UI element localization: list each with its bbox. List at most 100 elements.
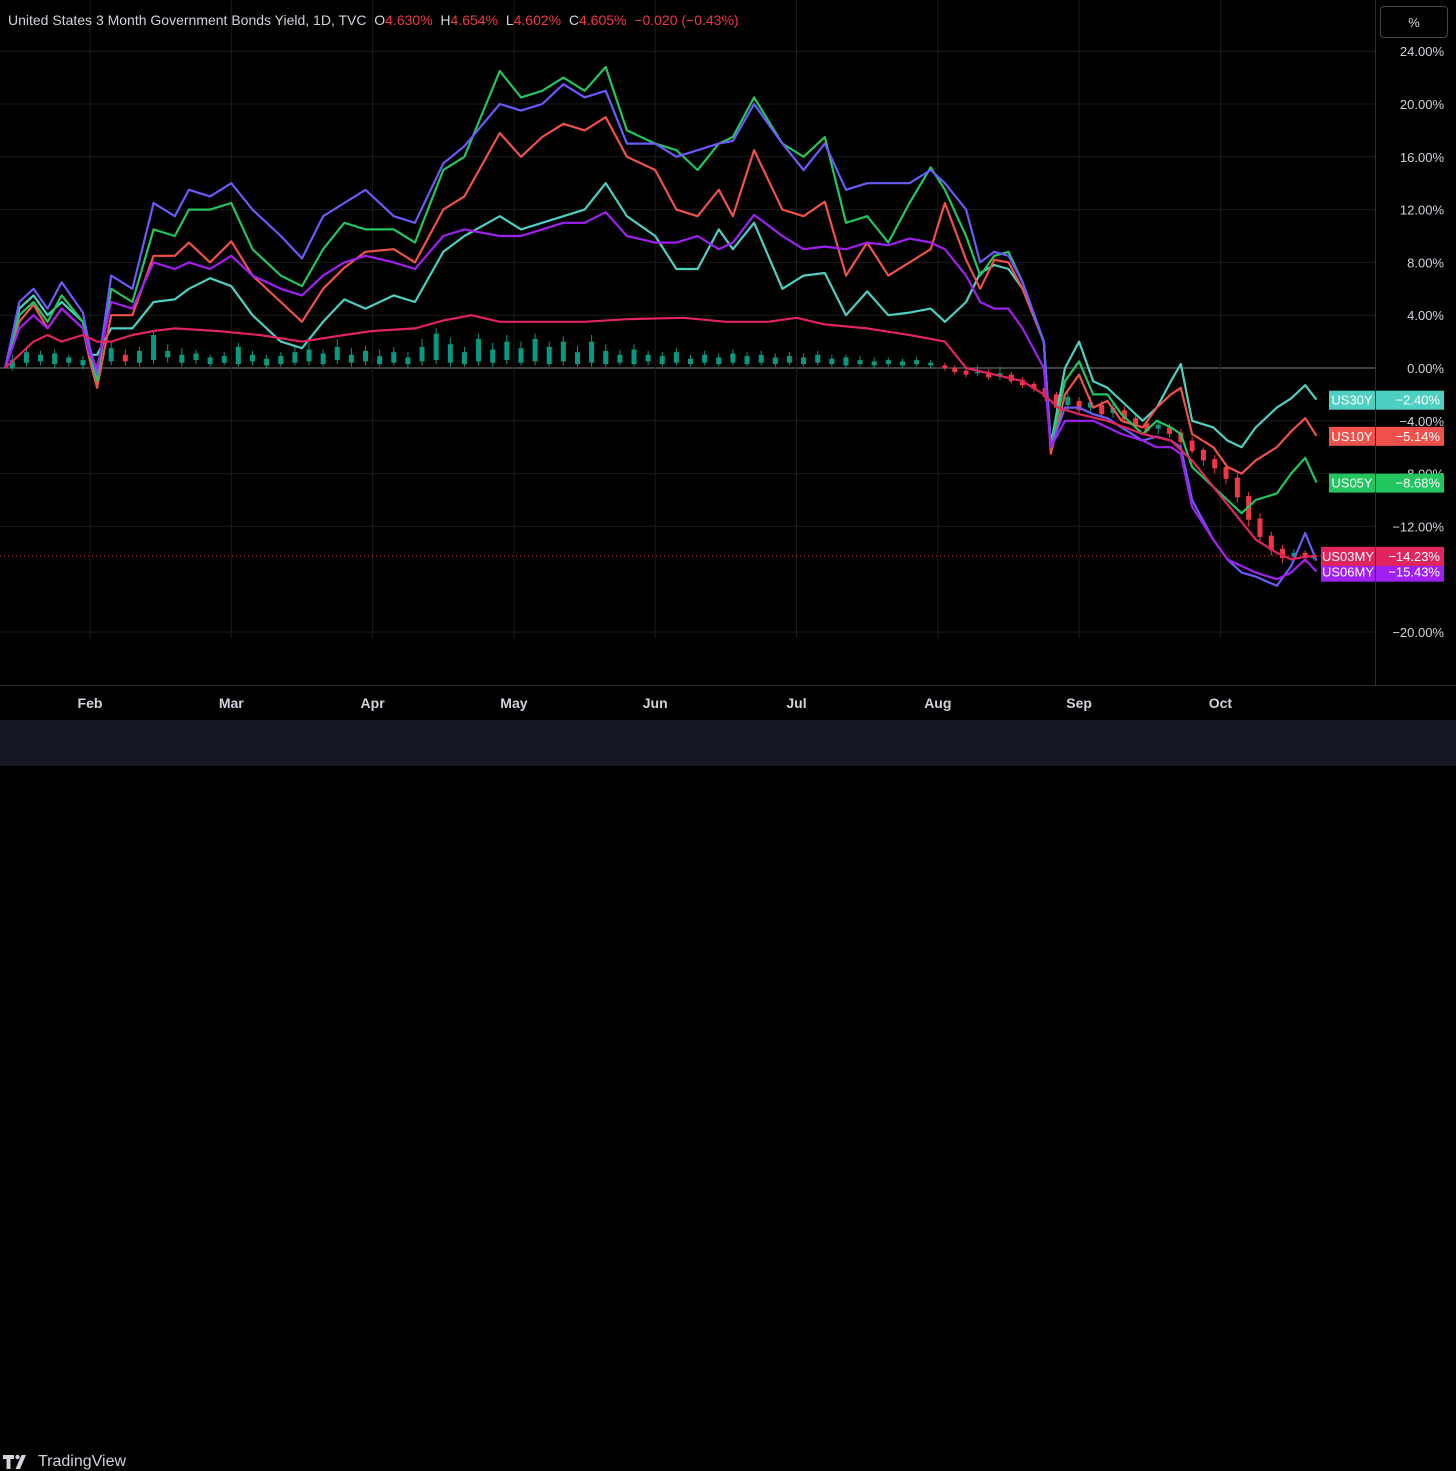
candle-body: [1212, 459, 1218, 469]
candle-body: [1087, 402, 1093, 408]
candle: [843, 354, 849, 368]
close-value: 4.605%: [579, 12, 627, 28]
candle-body: [716, 357, 722, 365]
candle: [532, 333, 538, 366]
tradingview-logo[interactable]: TradingView: [2, 1453, 126, 1471]
x-tick-label: May: [500, 695, 527, 711]
series-value-label: −15.43%: [1376, 562, 1444, 582]
x-tick-label: Jul: [786, 695, 806, 711]
candle-body: [997, 373, 1003, 376]
candle: [857, 356, 863, 367]
candle-body: [730, 353, 736, 363]
series-name-badge: [1329, 426, 1375, 446]
candle: [885, 357, 891, 367]
candle-body: [942, 365, 948, 368]
candle-body: [122, 354, 128, 362]
candle: [377, 349, 383, 367]
candle-body: [235, 346, 241, 365]
series-value-badge: [1376, 426, 1444, 446]
series-value-badge: [1376, 390, 1444, 410]
candle-body: [165, 350, 171, 358]
series-line-us05y: [4, 65, 1318, 515]
candle-body: [419, 346, 425, 362]
series-line-us06my: [4, 211, 1318, 581]
candle-body: [963, 370, 969, 375]
candle: [108, 341, 114, 366]
candle: [1234, 473, 1240, 503]
series-name-text: US10Y: [1331, 429, 1373, 444]
candle-body: [871, 361, 877, 366]
y-tick-label: 0.00%: [1407, 361, 1444, 376]
candle: [688, 354, 694, 367]
candle-body: [66, 357, 72, 363]
candle: [165, 344, 171, 363]
series-name-badge: [1321, 546, 1375, 566]
change-value: −0.020 (−0.43%): [634, 12, 739, 28]
candle-body: [1200, 449, 1206, 461]
candle: [815, 350, 821, 366]
candle-body: [857, 360, 863, 365]
candle-body: [518, 348, 524, 363]
candle: [278, 352, 284, 367]
series-name-text: US06MY: [1322, 565, 1374, 580]
candle: [1200, 447, 1206, 466]
candle-body: [264, 358, 270, 366]
candle-body: [1065, 397, 1071, 405]
chart-area[interactable]: US30Y US10Y US05Y US06MY US03MY United State…: [0, 0, 1375, 638]
candle: [1257, 513, 1263, 543]
candle: [702, 350, 708, 366]
series-value-text: −15.43%: [1388, 565, 1440, 580]
candle: [1268, 531, 1274, 556]
candle-body: [631, 349, 637, 365]
candle-body: [645, 354, 651, 362]
candle-body: [1167, 427, 1173, 434]
candle-body: [278, 356, 284, 365]
candle: [391, 346, 397, 366]
price-scale-axis[interactable]: 24.00% 20.00% 16.00% 12.00% 8.00% 4.00% 0.00% −…: [1376, 0, 1456, 685]
time-axis-labels[interactable]: Feb Mar Apr May Jun Jul Aug Sep Oct: [0, 686, 1375, 721]
candle-body: [405, 357, 411, 365]
candle: [914, 357, 920, 367]
candle: [207, 354, 213, 367]
series-line-us10y: [4, 116, 1318, 475]
candle-body: [377, 356, 383, 365]
series-value-badge: [1376, 546, 1444, 566]
candle: [405, 352, 411, 368]
candle: [292, 346, 298, 366]
candle: [23, 348, 29, 367]
time-axis[interactable]: Feb Mar Apr May Jun Jul Aug Sep Oct: [0, 685, 1456, 721]
candle-body: [829, 358, 835, 365]
chart-legend: United States 3 Month Government Bonds Y…: [8, 12, 739, 28]
candle-body: [1053, 394, 1059, 408]
candle: [80, 356, 86, 370]
candle: [1020, 377, 1026, 388]
series-name-text: US30Y: [1331, 393, 1373, 408]
close-label: C: [568, 12, 579, 28]
candle: [447, 337, 453, 367]
candle: [151, 331, 157, 365]
candle-body: [320, 353, 326, 365]
candle: [963, 368, 969, 378]
candle-body: [1099, 404, 1105, 415]
candle: [1076, 397, 1082, 415]
candle: [659, 352, 665, 367]
candle: [476, 333, 482, 366]
candle-body: [1302, 552, 1308, 559]
y-tick-label: 8.00%: [1407, 255, 1444, 270]
candle-body: [1031, 383, 1037, 390]
percent-scale-button[interactable]: %: [1380, 6, 1448, 38]
candle-body: [1189, 440, 1195, 452]
candle: [264, 354, 270, 368]
candle-body: [1076, 401, 1082, 411]
price-scale[interactable]: 24.00% 20.00% 16.00% 12.00% 8.00% 4.00% 0.00% −…: [1375, 0, 1456, 685]
candle-body: [52, 353, 58, 365]
candle-body: [1257, 518, 1263, 537]
low-value: 4.602%: [513, 12, 562, 28]
candle-body: [136, 350, 142, 363]
candle: [122, 349, 128, 366]
candle: [334, 338, 340, 365]
candle: [758, 350, 764, 366]
candle-body: [673, 352, 679, 363]
candle: [320, 349, 326, 367]
